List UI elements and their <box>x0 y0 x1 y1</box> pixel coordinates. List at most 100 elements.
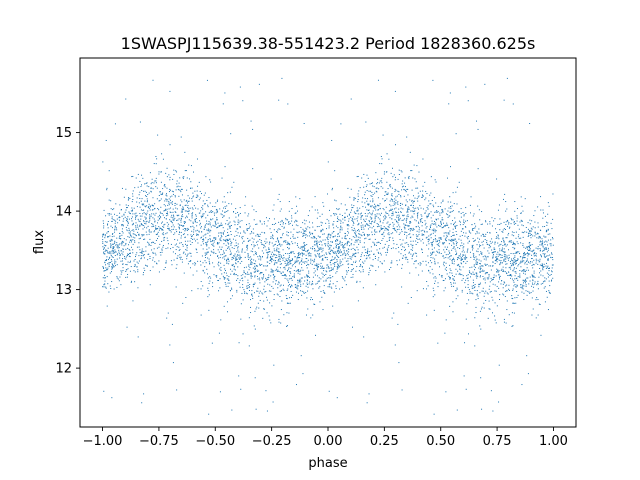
data-point <box>223 264 225 266</box>
data-point <box>130 239 132 241</box>
data-point <box>385 191 387 193</box>
data-point <box>253 254 255 256</box>
data-point <box>308 270 310 272</box>
data-point <box>271 251 273 253</box>
data-point <box>295 270 297 272</box>
data-point <box>384 218 386 220</box>
data-point <box>347 230 349 232</box>
data-point <box>541 264 542 266</box>
data-point <box>239 226 241 228</box>
data-point <box>455 243 457 245</box>
data-point <box>302 235 304 237</box>
data-point <box>512 280 514 282</box>
data-point <box>438 251 440 253</box>
data-point <box>103 222 105 224</box>
data-point <box>115 227 117 229</box>
data-point <box>301 248 303 250</box>
data-point <box>437 218 439 220</box>
data-point <box>310 237 312 239</box>
data-point <box>112 219 114 221</box>
data-point <box>202 243 204 245</box>
data-point <box>512 263 514 265</box>
data-point <box>219 239 221 241</box>
data-point <box>135 225 137 227</box>
data-point <box>296 256 298 258</box>
data-point <box>338 219 340 221</box>
data-point <box>169 90 171 92</box>
data-point <box>332 236 334 238</box>
data-point <box>252 295 254 297</box>
data-point <box>267 265 269 267</box>
data-point <box>376 187 378 189</box>
data-point <box>140 218 142 220</box>
data-point <box>121 263 123 265</box>
data-point <box>335 247 337 249</box>
data-point <box>407 211 409 213</box>
data-point <box>231 288 233 290</box>
data-point <box>309 276 311 278</box>
data-point <box>212 286 214 288</box>
data-point <box>255 252 257 254</box>
data-point <box>548 270 550 272</box>
data-point <box>276 231 278 233</box>
data-point <box>415 260 417 261</box>
data-point <box>476 272 478 274</box>
data-point <box>334 266 336 268</box>
data-point <box>305 220 307 222</box>
data-point <box>334 251 336 253</box>
data-point <box>393 243 395 245</box>
data-point <box>453 203 455 205</box>
data-point <box>178 231 180 233</box>
data-point <box>467 249 469 251</box>
data-point <box>329 244 331 246</box>
data-point <box>206 199 208 201</box>
data-point <box>282 259 284 261</box>
data-point <box>394 90 396 92</box>
data-point <box>278 99 280 101</box>
data-point <box>345 254 347 256</box>
data-point <box>120 209 122 211</box>
data-point <box>184 236 186 238</box>
data-point <box>508 257 510 259</box>
data-point <box>496 258 498 260</box>
data-point <box>236 279 238 281</box>
data-point <box>327 286 329 288</box>
data-point <box>200 227 202 229</box>
data-point <box>102 236 104 238</box>
data-point <box>340 222 342 224</box>
data-point <box>415 207 417 209</box>
data-point <box>510 252 512 254</box>
data-point <box>396 229 398 231</box>
data-point <box>335 200 337 202</box>
data-point <box>241 220 243 222</box>
data-point <box>110 238 112 240</box>
data-point <box>375 270 377 272</box>
data-point <box>108 264 110 266</box>
data-point <box>368 251 370 253</box>
data-point <box>252 286 254 288</box>
data-point <box>172 219 174 221</box>
data-point <box>460 230 462 232</box>
data-point <box>149 255 151 257</box>
data-point <box>316 245 318 247</box>
data-point <box>237 249 239 251</box>
data-point <box>397 222 399 224</box>
data-point <box>390 186 392 188</box>
data-point <box>146 182 148 184</box>
data-point <box>437 342 439 344</box>
data-point <box>244 212 246 214</box>
data-point <box>547 202 549 204</box>
data-point <box>284 260 286 262</box>
data-point <box>328 268 330 269</box>
data-point <box>227 210 229 212</box>
data-point <box>545 229 547 231</box>
data-point <box>500 257 502 259</box>
data-point <box>243 289 245 291</box>
data-point <box>304 261 306 263</box>
data-point <box>290 252 292 254</box>
data-point <box>224 206 226 208</box>
data-point <box>501 241 503 243</box>
data-point <box>230 240 232 242</box>
data-point <box>178 246 180 248</box>
data-point <box>129 270 131 272</box>
